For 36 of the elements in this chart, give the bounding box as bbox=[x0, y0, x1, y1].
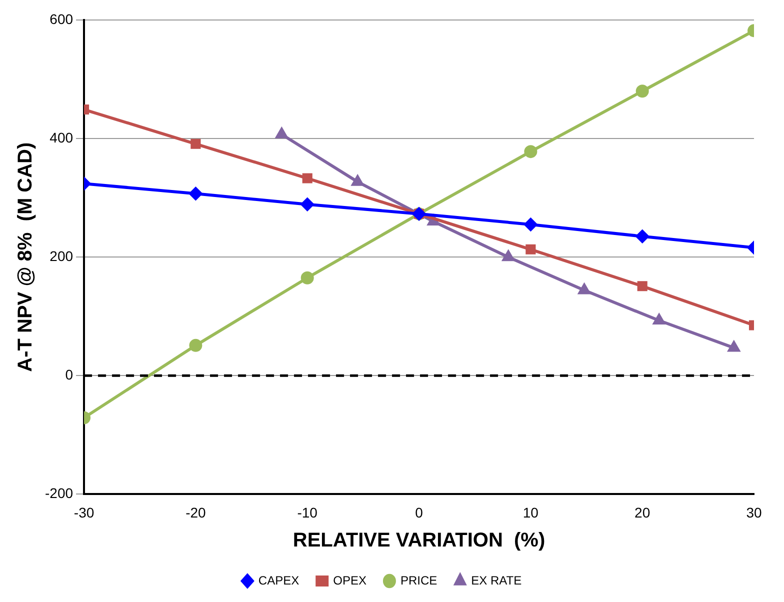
x-tick-label: 0 bbox=[415, 504, 424, 520]
point bbox=[352, 175, 364, 186]
point bbox=[302, 173, 312, 184]
x-axis-title: RELATIVE VARIATION (%) bbox=[292, 530, 546, 552]
point bbox=[728, 341, 740, 352]
point bbox=[636, 84, 649, 98]
legend-label: EX RATE bbox=[471, 573, 522, 588]
x-tick-label: 10 bbox=[522, 504, 539, 520]
x-tick-label: 30 bbox=[746, 504, 762, 520]
x-tick-label: -20 bbox=[186, 504, 206, 520]
point bbox=[502, 250, 514, 262]
point bbox=[276, 128, 288, 138]
legend-label: CAPEX bbox=[258, 573, 300, 588]
x-tick-label: -30 bbox=[74, 504, 94, 520]
legend-label: PRICE bbox=[400, 573, 438, 588]
point bbox=[189, 187, 202, 200]
point bbox=[637, 281, 648, 292]
y-tick-label: 400 bbox=[50, 129, 74, 146]
point bbox=[300, 198, 314, 211]
point bbox=[189, 338, 202, 352]
point bbox=[653, 314, 665, 325]
point bbox=[526, 244, 536, 254]
y-tick-label: 200 bbox=[50, 248, 74, 264]
point bbox=[524, 218, 538, 231]
y-tick-label: 600 bbox=[50, 10, 74, 27]
x-tick-label: 20 bbox=[634, 504, 650, 520]
y-tick-label: -200 bbox=[44, 485, 74, 502]
point bbox=[524, 145, 538, 158]
point bbox=[190, 138, 201, 149]
y-axis-title: A-T NPV @ 8% (M CAD) bbox=[14, 142, 37, 372]
y-tick-label: 0 bbox=[65, 366, 74, 383]
point bbox=[578, 284, 590, 294]
x-tick-label: -10 bbox=[297, 504, 318, 520]
point bbox=[300, 271, 314, 284]
legend-label: OPEX bbox=[333, 573, 366, 588]
point bbox=[636, 230, 649, 243]
